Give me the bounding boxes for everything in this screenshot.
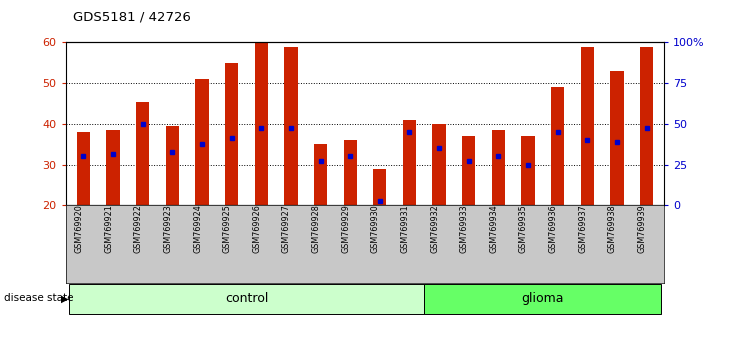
Bar xyxy=(314,144,327,205)
Text: glioma: glioma xyxy=(521,292,564,305)
Bar xyxy=(344,140,357,205)
Bar xyxy=(432,124,446,205)
Bar xyxy=(610,71,623,205)
Text: control: control xyxy=(225,292,268,305)
Bar xyxy=(196,79,209,205)
Bar xyxy=(373,169,386,205)
Text: GDS5181 / 42726: GDS5181 / 42726 xyxy=(73,11,191,24)
Bar xyxy=(77,132,90,205)
Bar xyxy=(107,130,120,205)
Bar xyxy=(492,130,505,205)
Bar xyxy=(166,126,179,205)
Bar xyxy=(136,102,150,205)
Bar xyxy=(403,120,416,205)
Bar xyxy=(551,87,564,205)
Bar xyxy=(521,136,534,205)
Bar xyxy=(255,42,268,205)
Bar xyxy=(225,63,238,205)
Bar xyxy=(69,284,424,314)
Bar xyxy=(462,136,475,205)
Bar xyxy=(284,47,298,205)
Bar xyxy=(424,284,661,314)
Bar xyxy=(580,47,594,205)
Bar xyxy=(640,47,653,205)
Text: ▶: ▶ xyxy=(61,293,68,303)
Text: disease state: disease state xyxy=(4,293,73,303)
